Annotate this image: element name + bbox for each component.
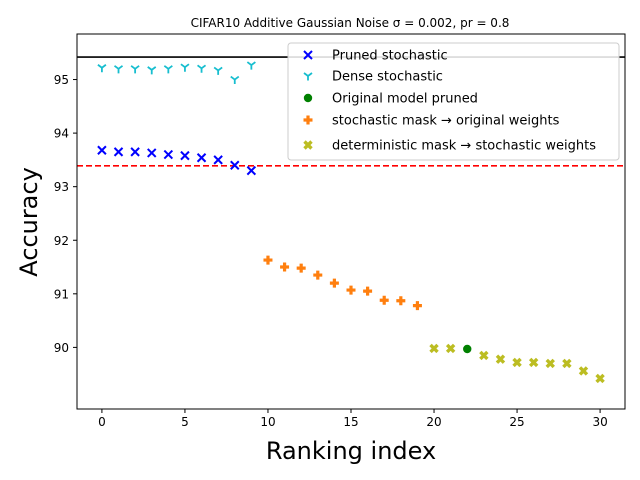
x-tick-label: 0: [98, 415, 106, 429]
series-0: [97, 145, 257, 176]
point-s0-9: [246, 165, 257, 176]
series-4: [429, 343, 605, 384]
point-s3-8: [396, 296, 406, 306]
x-tick-label: 5: [181, 415, 189, 429]
point-s0-6: [196, 153, 207, 163]
point-s1-6: [197, 64, 207, 73]
y-tick-label: 91: [54, 287, 69, 301]
y-axis-title: Accuracy: [15, 167, 43, 277]
point-s4-3: [495, 354, 506, 364]
x-tick-label: 30: [592, 415, 607, 429]
point-s4-2: [479, 350, 489, 361]
point-s0-7: [213, 155, 223, 165]
point-s4-8: [578, 366, 589, 376]
legend-label-0: Pruned stochastic: [332, 49, 448, 64]
x-axis-ticks: 0 5 10 15 20 25 30: [98, 409, 608, 429]
point-s1-7: [213, 66, 223, 75]
point-s4-5: [528, 357, 539, 368]
series-3: [263, 255, 422, 311]
point-s3-7: [379, 295, 389, 305]
y-tick-label: 92: [54, 234, 69, 248]
legend-marker-0: [303, 50, 313, 60]
chart-title: CIFAR10 Additive Gaussian Noise σ = 0.00…: [191, 16, 510, 30]
legend-marker-1: [303, 72, 313, 81]
x-tick-label: 20: [426, 415, 441, 429]
y-axis-ticks: 90 91 92 93 94 95: [54, 73, 77, 355]
x-axis-title: Ranking index: [266, 437, 436, 465]
point-s1-9: [246, 61, 256, 70]
point-s0-4: [163, 149, 174, 160]
point-s4-4: [512, 357, 522, 368]
point-s0-2: [130, 147, 140, 157]
point-s1-2: [130, 65, 140, 74]
y-tick-label: 90: [54, 341, 69, 355]
point-s4-9: [595, 373, 605, 384]
point-s3-2: [296, 263, 306, 273]
legend-label-3: stochastic mask → original weights: [332, 114, 560, 129]
point-s4-1: [445, 343, 456, 354]
point-s3-3: [313, 270, 323, 280]
y-tick-label: 95: [54, 73, 69, 87]
point-s1-4: [163, 65, 173, 74]
x-tick-label: 15: [343, 415, 358, 429]
legend-marker-2: [303, 93, 313, 103]
x-tick-label: 10: [260, 415, 275, 429]
point-s1-0: [97, 64, 107, 73]
point-s0-5: [180, 150, 190, 161]
point-s0-3: [147, 148, 157, 158]
point-s2-0: [463, 344, 472, 354]
point-s0-1: [113, 147, 124, 157]
legend-label-2: Original model pruned: [332, 92, 478, 107]
point-s1-5: [180, 63, 190, 72]
series-2: [463, 344, 472, 354]
point-s3-4: [329, 278, 339, 288]
point-s3-0: [263, 255, 273, 265]
point-s1-3: [147, 66, 157, 75]
y-tick-label: 94: [54, 127, 69, 141]
data-marks: [97, 61, 605, 384]
series-1: [97, 61, 256, 85]
legend-marker-3: [303, 115, 313, 125]
point-s0-0: [97, 145, 107, 155]
legend: Pruned stochastic Dense stochastic Origina…: [287, 42, 620, 161]
y-tick-label: 93: [54, 180, 69, 194]
legend-box: [287, 42, 620, 161]
point-s0-8: [230, 160, 240, 170]
point-s1-8: [230, 75, 240, 85]
point-s3-5: [346, 285, 356, 295]
legend-marker-4: [303, 140, 313, 150]
point-s1-1: [113, 65, 124, 74]
point-s3-9: [412, 301, 422, 311]
point-s4-7: [562, 358, 572, 369]
legend-label-4: deterministic mask → stochastic weights: [332, 139, 596, 154]
legend-label-1: Dense stochastic: [332, 70, 443, 85]
point-s3-6: [363, 286, 373, 296]
point-s4-0: [429, 343, 439, 354]
point-s4-6: [545, 358, 555, 369]
point-s3-1: [280, 262, 290, 272]
x-tick-label: 25: [509, 415, 524, 429]
